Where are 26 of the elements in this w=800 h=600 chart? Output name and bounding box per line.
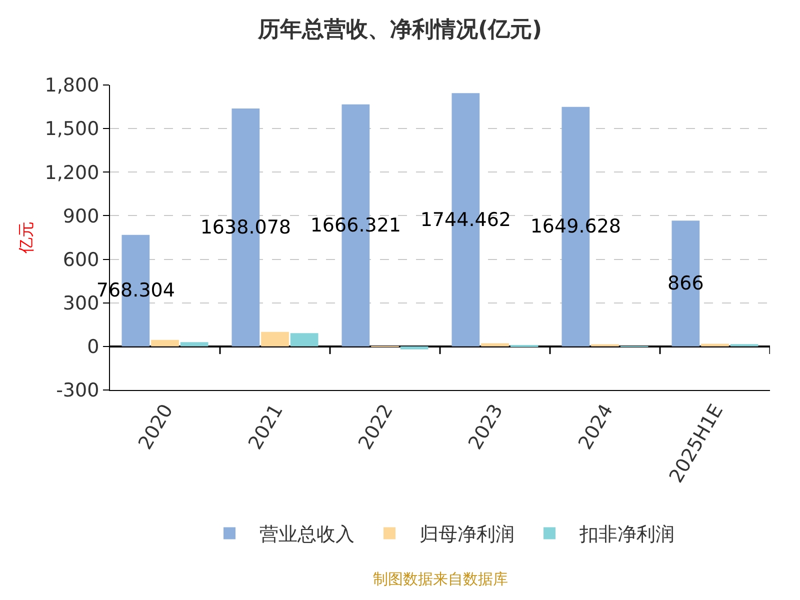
bar — [151, 340, 179, 346]
data-label: 866 — [668, 272, 704, 295]
bar — [400, 346, 428, 350]
y-tick-label: 300 — [62, 292, 100, 315]
y-tick-label: 1,800 — [44, 74, 100, 97]
legend-label: 归母净利润 — [420, 524, 514, 546]
bar — [261, 332, 289, 346]
bar — [701, 344, 729, 346]
y-tick-label: 0 — [87, 336, 100, 358]
y-axis-title: 亿元 — [16, 222, 36, 254]
y-tick-label: 600 — [62, 248, 100, 271]
text: 制图数据来自数据库 — [373, 570, 508, 588]
y-tick-label: 1,200 — [44, 162, 100, 184]
bar — [481, 343, 509, 346]
data-label: 1744.462 — [420, 208, 511, 231]
y-tick-label: 900 — [62, 205, 100, 228]
bar — [180, 342, 208, 346]
data-label: 1649.628 — [530, 216, 621, 238]
legend-label: 扣非净利润 — [578, 524, 674, 546]
y-tick-label: -300 — [56, 380, 100, 402]
data-label: 1638.078 — [200, 216, 291, 238]
bar — [290, 333, 318, 346]
y-tick-label: 1,500 — [44, 118, 100, 140]
legend-label: 营业总收入 — [260, 524, 354, 546]
chart-title: 历年总营收、净利情况(亿元) — [256, 17, 542, 42]
data-label: 1666.321 — [310, 214, 401, 236]
